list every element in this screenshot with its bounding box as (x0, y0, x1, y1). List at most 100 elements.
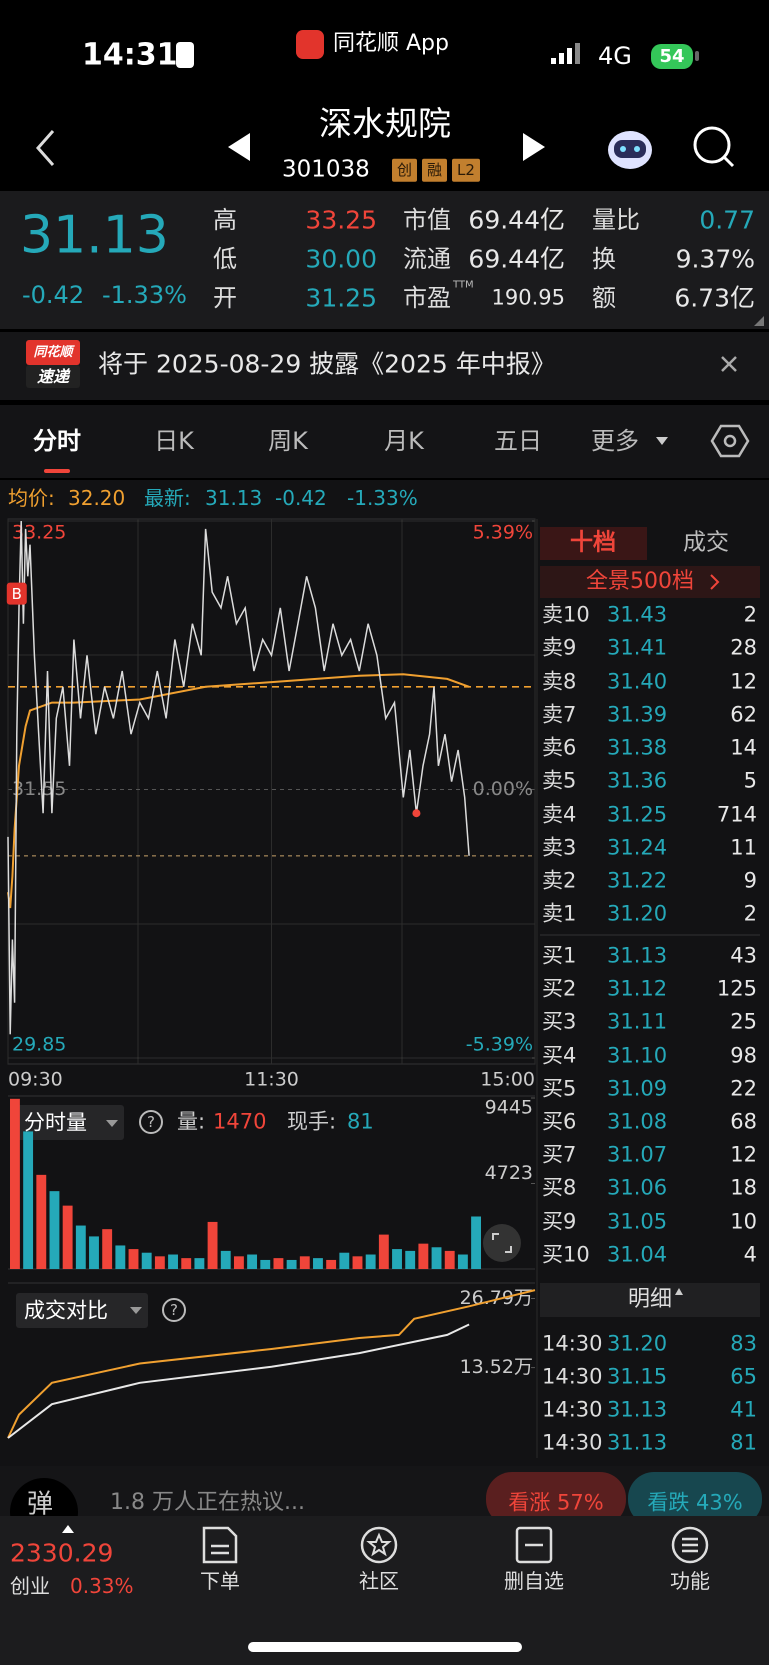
chart-tab[interactable]: 五日 (494, 426, 542, 455)
battery-level: 54 (659, 46, 685, 68)
index-caret[interactable] (62, 1525, 74, 1533)
compare-selector[interactable] (16, 1293, 148, 1328)
expand-corner[interactable] (754, 316, 764, 326)
book-volume: 14 (730, 735, 757, 760)
community-star (366, 1532, 392, 1557)
y-tick-label: 13.52万 (460, 1356, 533, 1378)
discussion-text[interactable]: 1.8 万人正在热议... (110, 1489, 305, 1515)
trade-marker (412, 809, 421, 818)
volume-selector[interactable] (16, 1105, 124, 1140)
volume-selector-label[interactable]: 分时量 (24, 1110, 87, 1135)
nav-icon-remove[interactable] (515, 1526, 553, 1564)
index-change: 0.33% (70, 1574, 134, 1598)
volume-bar (326, 1259, 337, 1269)
close-notice[interactable] (721, 356, 737, 372)
bull-label[interactable]: 看涨 57% (508, 1490, 604, 1515)
book-volume: 62 (730, 702, 757, 727)
stat-sup: TTM (453, 279, 474, 291)
book-price: 31.25 (607, 801, 668, 826)
latest-change-pct: -1.33% (347, 486, 418, 510)
book-price: 31.39 (607, 702, 668, 727)
book-level: 卖8 (542, 668, 577, 693)
fullscreen-button[interactable] (483, 1224, 521, 1262)
compare-selector-label[interactable]: 成交对比 (24, 1298, 108, 1323)
book-volume: 28 (730, 635, 757, 660)
logo-bottom (26, 365, 80, 388)
bear-label[interactable]: 看跌 43% (647, 1490, 743, 1515)
bottom-nav (0, 1516, 769, 1665)
book-volume: 68 (730, 1109, 757, 1134)
assistant-icon[interactable] (608, 131, 652, 169)
book-level: 买2 (542, 976, 577, 1001)
book-volume: 9 (743, 868, 757, 893)
price-line (7, 520, 470, 1035)
book-level: 买4 (542, 1043, 577, 1068)
book-volume: 22 (730, 1076, 757, 1101)
volume-bar (89, 1236, 99, 1269)
nav-icon-order[interactable] (202, 1526, 238, 1564)
nav-label[interactable]: 功能 (670, 1569, 710, 1593)
book-volume: 4 (743, 1242, 757, 1267)
network-type: 4G (598, 41, 632, 70)
notice-text[interactable]: 将于 2025-08-29 披露《2025 年中报》 (98, 349, 556, 379)
nav-label[interactable]: 社区 (359, 1569, 399, 1593)
buy-marker (6, 582, 27, 605)
stat-value: 33.25 (305, 205, 377, 235)
settings-button[interactable] (710, 424, 750, 458)
detail-header-bg[interactable] (540, 1283, 760, 1317)
help-icon[interactable] (162, 1298, 186, 1322)
nav-icon-functions[interactable] (671, 1526, 709, 1564)
signal-bar (551, 58, 556, 64)
y2-tick-label: 0.00% (473, 778, 533, 800)
volume-bar (194, 1258, 205, 1269)
bull-button[interactable] (486, 1472, 626, 1526)
book-level: 卖7 (542, 702, 577, 727)
stat-label: 开 (213, 283, 237, 312)
index-value[interactable]: 2330.29 (10, 1538, 114, 1568)
next-stock[interactable] (523, 133, 545, 161)
book-volume: 41 (730, 1397, 757, 1422)
chart-tab[interactable]: 周K (268, 426, 308, 455)
quote-panel (0, 191, 769, 329)
volume-bar (431, 1247, 442, 1269)
hand-label: 现手: (287, 1109, 337, 1134)
help-icon[interactable] (139, 1110, 163, 1134)
book-tab[interactable]: 成交 (683, 529, 729, 556)
nav-label[interactable]: 下单 (200, 1569, 240, 1593)
chart-tab[interactable]: 日K (154, 426, 194, 455)
book-volume: 125 (716, 976, 757, 1001)
panorama-link[interactable]: 全景500档 (586, 568, 694, 594)
volume-bar (181, 1258, 192, 1269)
volume-bar (115, 1245, 126, 1269)
detail-title[interactable]: 明细 (627, 1286, 673, 1312)
search-button[interactable] (693, 126, 735, 168)
prev-stock[interactable] (228, 133, 250, 161)
volume-bar (207, 1221, 218, 1269)
book-level: 买10 (542, 1242, 590, 1267)
volume-bar (339, 1252, 350, 1269)
book-volume: 43 (730, 943, 757, 968)
book-price: 31.22 (607, 868, 668, 893)
bear-button[interactable] (628, 1472, 762, 1526)
nav-label[interactable]: 删自选 (504, 1569, 564, 1593)
robot-eye (620, 146, 626, 152)
volume-bar (286, 1259, 297, 1269)
book-tab[interactable]: 十档 (570, 529, 616, 556)
stock-name: 深水规院 (319, 103, 451, 143)
x-tick-label: 11:30 (244, 1069, 299, 1091)
back-button[interactable] (35, 130, 55, 166)
stat-value: 0.77 (699, 205, 755, 235)
volume-bar (260, 1259, 271, 1269)
notice-bar[interactable] (0, 332, 769, 400)
panorama-bg[interactable] (540, 566, 760, 598)
battery-cap (695, 51, 699, 61)
more-caret[interactable] (656, 437, 668, 445)
chart-tab[interactable]: 月K (384, 426, 424, 455)
book-price: 31.36 (607, 768, 668, 793)
chart-tab[interactable]: 更多 (591, 426, 639, 455)
volume-bar (247, 1254, 258, 1269)
nav-icon-community[interactable] (360, 1526, 398, 1564)
book-price: 31.13 (607, 943, 668, 968)
chart-tab[interactable]: 分时 (33, 426, 81, 455)
book-price: 31.06 (607, 1175, 668, 1200)
